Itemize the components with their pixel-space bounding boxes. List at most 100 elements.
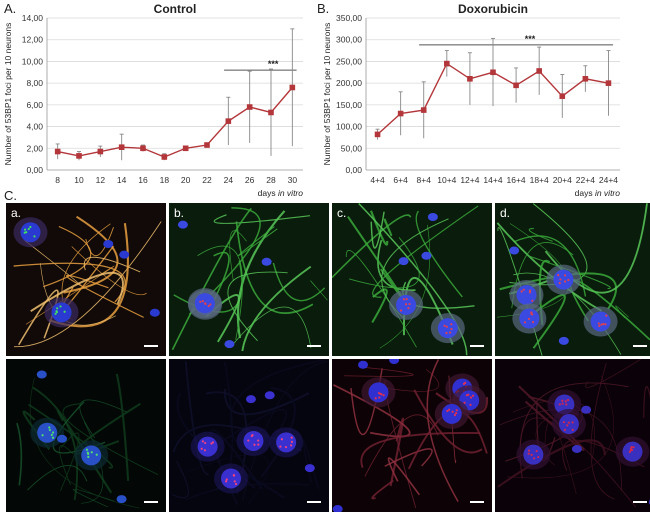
c1-data-point [536,68,542,74]
c1-y-tick-label: 200,00 [336,78,362,88]
foci-dot [605,314,608,317]
c1-chart-title: Doxorubicin [458,2,528,16]
c1-data-point [513,82,519,89]
foci-dot [445,325,448,328]
foci-dot [629,447,633,450]
nucleus [571,444,582,453]
foci-dot [561,399,564,402]
c0-y-tick-label: 4,00 [26,122,43,132]
c1-x-tick-label: 14+4 [483,175,502,185]
foci-dot [448,408,451,411]
foci-dot [527,452,530,455]
foci-dot [41,434,44,437]
c0-data-point [268,109,274,116]
foci-dot [207,304,210,308]
c1-y-tick-label: 150,00 [336,100,362,110]
foci-dot [87,455,90,458]
neurite [197,245,243,340]
foci-dot [201,300,204,303]
foci-dot [224,480,228,483]
micrograph-image [497,359,650,508]
foci-dot [380,393,383,396]
foci-dot [408,302,411,306]
c0-significance-label: *** [268,59,279,69]
foci-dot [558,403,561,406]
foci-dot [450,327,453,331]
c0-y-tick-label: 12,00 [22,35,44,45]
c0-data-point [225,118,232,124]
neurite [384,448,433,467]
tile-label: a. [11,206,22,220]
neurite [643,385,650,418]
neurite [66,274,144,318]
c1-x-tick-label: 6+4 [393,175,408,185]
c0-x-tick-label: 8 [55,175,60,185]
neurite [210,361,234,492]
foci-dot [374,397,377,400]
foci-dot [558,282,561,285]
foci-dot [563,274,567,277]
c0-data-point [97,148,104,155]
c0-x-axis-label: days in vitro [258,188,304,198]
foci-dot [600,323,603,326]
neurite [260,386,296,478]
c0-chart-title: Control [154,2,197,16]
foci-dot [462,382,466,385]
c1-x-axis-label: days in vitro [575,188,621,198]
nucleus [389,359,400,365]
neurite [185,483,309,501]
tile-label: b. [174,206,185,220]
nucleus [221,468,242,489]
nucleus [51,302,72,323]
neurite [272,262,326,302]
neurite [387,457,420,496]
c0-y-tick-label: 0,00 [26,165,43,175]
foci-dot [530,453,533,457]
scale-bar [307,345,321,347]
c0-x-tick-label: 28 [266,175,276,185]
foci-dot [86,451,89,454]
c0-data-point [140,145,146,152]
neurite [13,221,162,348]
c1-data-point [559,93,566,99]
c1-data-point [467,76,473,82]
neurite [63,215,119,294]
neurite [115,373,130,481]
neurite [383,218,393,237]
foci-dot [199,300,202,303]
c0-x-tick-label: 18 [160,175,170,185]
foci-dot [233,480,236,483]
nucleus [509,246,520,255]
nucleus [245,395,256,404]
nucleus [558,336,569,345]
foci-dot [257,443,260,446]
foci-dot [257,439,260,442]
c1-y-tick-label: 300,00 [336,35,362,45]
neurite [81,421,104,504]
foci-dot [48,426,51,429]
c1-data-point [397,110,404,117]
micrograph-image [13,215,162,348]
scale-bar [307,501,321,503]
foci-dot [399,309,403,312]
neurite [345,250,417,348]
foci-dot [571,421,574,424]
foci-dot [559,278,562,281]
foci-dot [211,441,215,444]
foci-dot [463,401,466,404]
foci-dot [537,455,540,459]
foci-dot [54,312,57,315]
nucleus [590,311,611,332]
c1-y-tick-label: 50,00 [341,143,363,153]
foci-dot [33,235,36,238]
foci-dot [204,441,207,445]
neurite [497,439,606,488]
foci-dot [629,449,632,452]
foci-dot [566,424,569,427]
foci-dot [565,403,568,406]
c0-data-point [76,153,82,159]
c0-x-tick-label: 20 [181,175,191,185]
nucleus [36,370,47,379]
foci-dot [253,443,256,446]
c1-data-point [582,76,589,82]
